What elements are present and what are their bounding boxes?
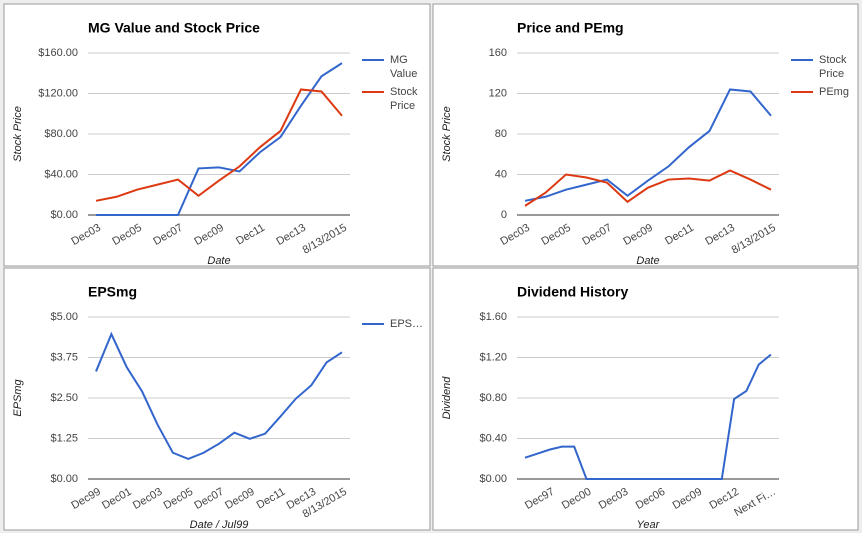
chart-title: EPSmg — [88, 284, 137, 300]
x-axis-title: Date — [636, 255, 659, 267]
y-tick-label: $0.00 — [479, 473, 507, 485]
series-line — [96, 62, 343, 216]
panel — [3, 267, 431, 531]
y-tick-label: $160.00 — [38, 47, 78, 59]
panel — [432, 3, 859, 267]
y-tick-label: $1.60 — [479, 311, 507, 323]
y-tick-label: 160 — [489, 47, 507, 59]
series-line — [524, 169, 772, 207]
y-tick-label: $80.00 — [44, 128, 78, 140]
legend-label: Stock Price — [819, 54, 847, 80]
series-line — [95, 88, 343, 202]
legend-label: Stock Price — [390, 86, 418, 112]
chart-title: Price and PEmg — [517, 20, 624, 36]
y-tick-label: $2.50 — [50, 392, 78, 404]
panel — [3, 3, 431, 267]
y-tick-label: $1.25 — [50, 432, 78, 444]
y-tick-label: $3.75 — [50, 351, 78, 363]
legend-label: MG Value — [390, 54, 417, 80]
y-tick-label: $0.00 — [50, 209, 78, 221]
y-axis-title: Stock Price — [441, 106, 453, 162]
y-tick-label: $5.00 — [50, 311, 78, 323]
y-tick-label: $40.00 — [44, 168, 78, 180]
series-line — [524, 88, 772, 202]
chart-title: Dividend History — [517, 284, 628, 300]
x-axis-title: Date — [207, 255, 230, 267]
y-tick-label: $1.20 — [479, 351, 507, 363]
x-axis-title: Year — [637, 519, 661, 531]
y-tick-label: 120 — [489, 87, 507, 99]
y-tick-label: 40 — [495, 168, 507, 180]
y-tick-label: 0 — [501, 209, 507, 221]
y-tick-label: $120.00 — [38, 87, 78, 99]
series-line — [524, 353, 772, 480]
y-axis-title: Dividend — [441, 376, 453, 420]
y-axis-title: Stock Price — [12, 106, 24, 162]
y-tick-label: $0.40 — [479, 432, 507, 444]
y-tick-label: 80 — [495, 128, 507, 140]
x-axis-title: Date / Jul99 — [190, 519, 249, 531]
chart-title: MG Value and Stock Price — [88, 20, 260, 36]
y-tick-label: $0.00 — [50, 473, 78, 485]
y-axis-title: EPSmg — [12, 378, 24, 416]
legend-label: EPS… — [390, 318, 423, 330]
y-tick-label: $0.80 — [479, 392, 507, 404]
series-line — [95, 331, 343, 460]
legend-label: PEmg — [819, 86, 849, 98]
panel — [432, 267, 859, 531]
